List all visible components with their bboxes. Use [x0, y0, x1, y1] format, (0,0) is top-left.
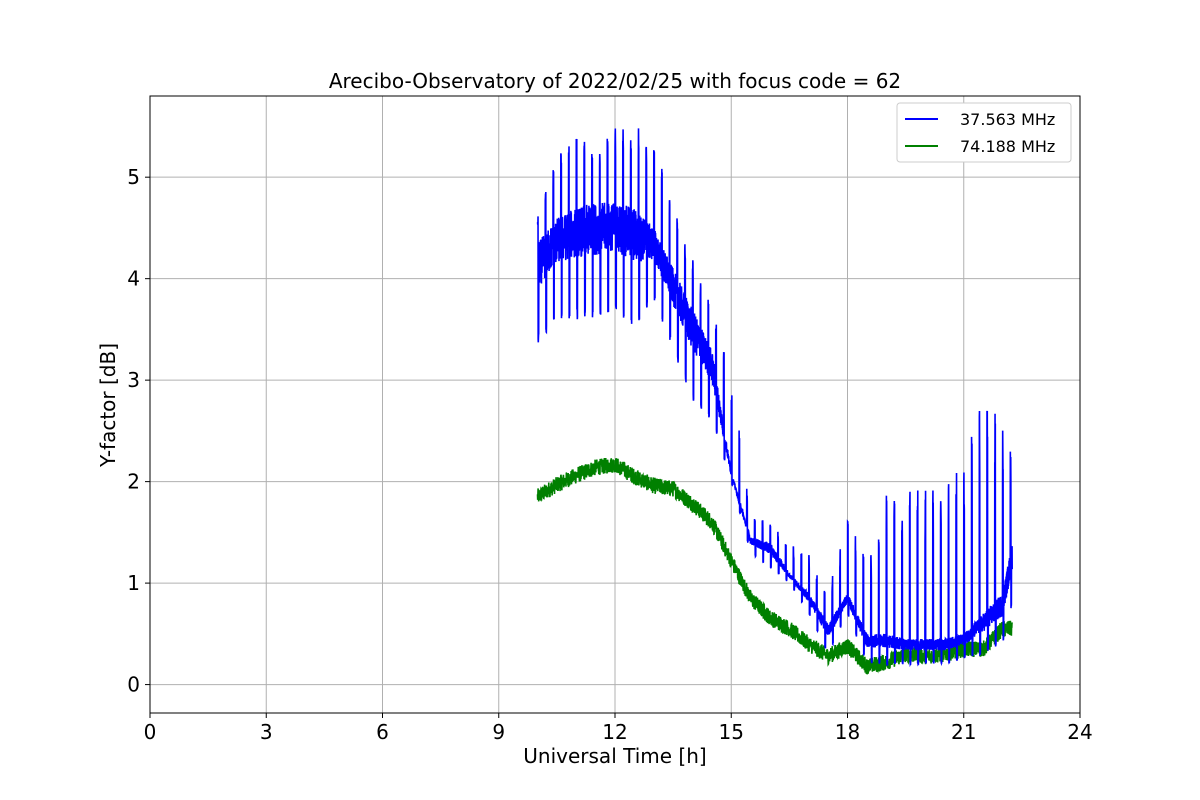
x-tick-label: 0: [144, 720, 157, 744]
x-tick-label: 15: [719, 720, 744, 744]
legend: 37.563 MHz 74.188 MHz: [896, 102, 1072, 163]
x-tick-label: 6: [376, 720, 389, 744]
x-tick-label: 12: [602, 720, 627, 744]
plot-area: [536, 128, 1013, 675]
y-tick-label: 1: [127, 571, 140, 595]
x-tick-label: 18: [835, 720, 860, 744]
y-tick-label: 0: [127, 673, 140, 697]
chart-title: Arecibo-Observatory of 2022/02/25 with f…: [329, 69, 901, 93]
y-tick-label: 5: [127, 165, 140, 189]
y-axis: 0 1 2 3 4 5: [127, 165, 150, 697]
y-tick-label: 2: [127, 470, 140, 494]
x-axis-label: Universal Time [h]: [523, 744, 706, 768]
series-line-37563: [536, 128, 1013, 668]
x-tick-label: 3: [260, 720, 273, 744]
legend-label: 74.188 MHz: [960, 137, 1055, 156]
y-tick-label: 4: [127, 267, 140, 291]
x-tick-label: 24: [1067, 720, 1092, 744]
x-tick-label: 21: [951, 720, 976, 744]
y-axis-label: Y-factor [dB]: [96, 343, 120, 468]
legend-box: [896, 102, 1072, 163]
series-layer: [536, 128, 1013, 675]
legend-label: 37.563 MHz: [960, 110, 1055, 129]
x-axis: 0 3 6 9 12 15 18 21 24: [144, 713, 1093, 744]
x-tick-label: 9: [492, 720, 505, 744]
y-tick-label: 3: [127, 368, 140, 392]
